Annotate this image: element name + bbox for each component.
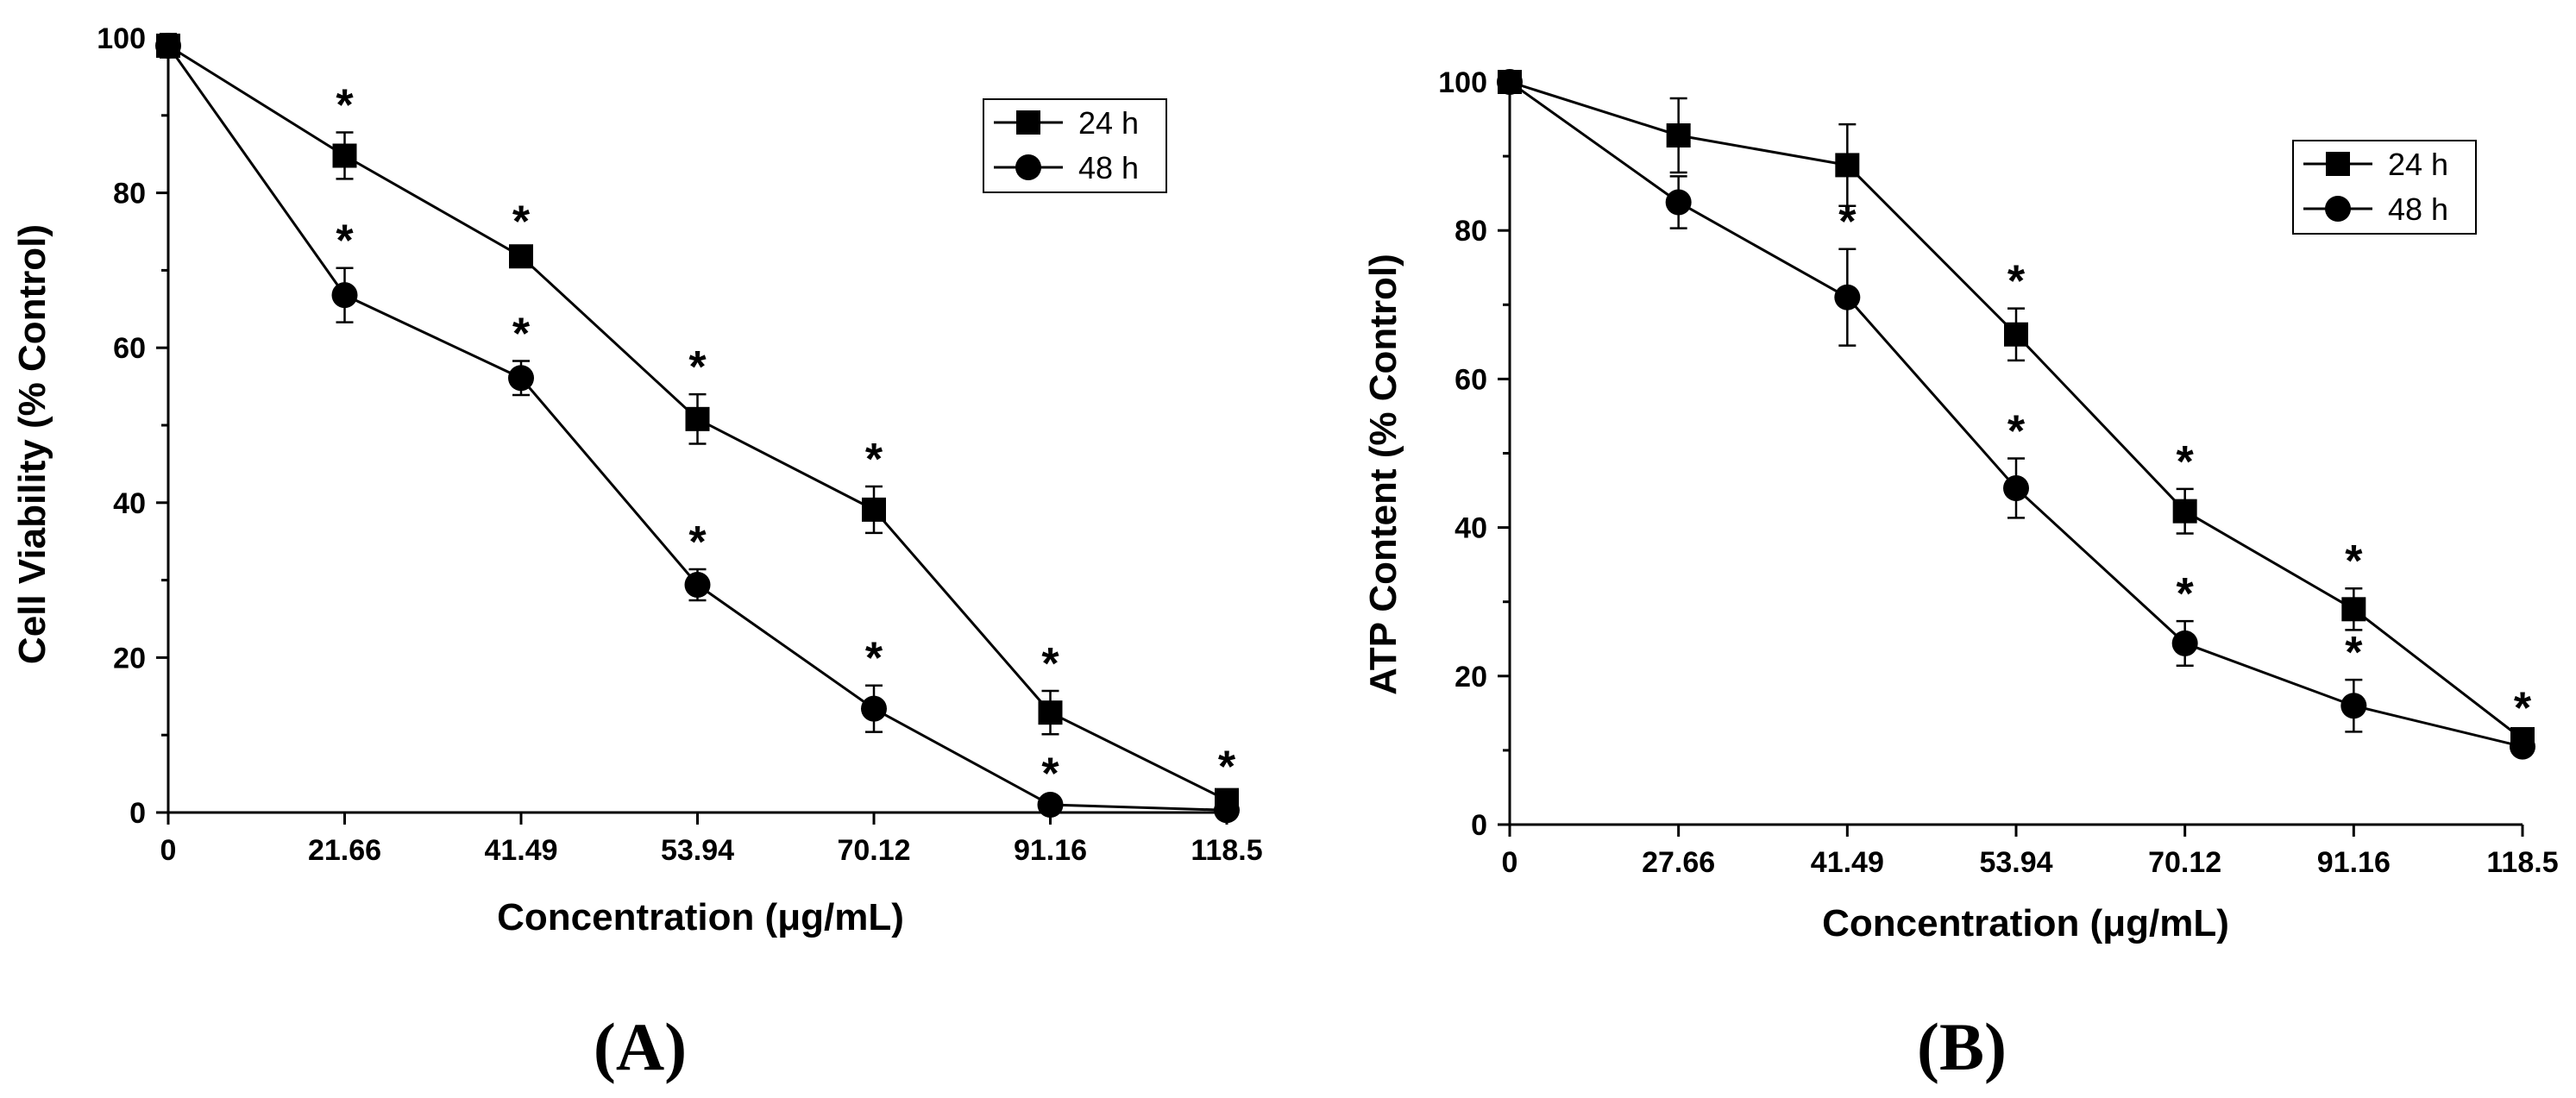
y-tick-label: 40 bbox=[113, 487, 146, 520]
data-point bbox=[1037, 792, 1064, 819]
x-tick-label: 41.49 bbox=[484, 834, 557, 867]
x-tick-label: 91.16 bbox=[2317, 846, 2391, 879]
data-point bbox=[332, 143, 357, 168]
data-point bbox=[684, 571, 711, 598]
legend-marker bbox=[1016, 110, 1040, 135]
legend-marker bbox=[1015, 154, 1041, 180]
significance-star: * bbox=[2345, 536, 2363, 587]
significance-star: * bbox=[2514, 684, 2532, 734]
significance-star: * bbox=[1041, 750, 1059, 800]
y-axis-title: Cell Viability (% Control) bbox=[11, 224, 53, 664]
data-point bbox=[1497, 69, 1523, 95]
x-tick-label: 0 bbox=[1502, 846, 1518, 879]
significance-star: * bbox=[336, 81, 354, 131]
data-point bbox=[1214, 797, 1240, 824]
series-48h: * * * * * bbox=[155, 32, 1240, 824]
data-point bbox=[1038, 700, 1063, 725]
y-tick-label: 100 bbox=[97, 22, 146, 55]
y-tick-label: 40 bbox=[1454, 512, 1487, 545]
data-point bbox=[508, 365, 534, 392]
significance-star: * bbox=[2177, 437, 2195, 487]
data-point bbox=[1834, 284, 1861, 311]
y-tick-label: 100 bbox=[1438, 66, 1487, 99]
data-point bbox=[2510, 733, 2535, 760]
data-point bbox=[2341, 597, 2366, 622]
y-axis-title: ATP Content (% Control) bbox=[1362, 254, 1404, 695]
significance-star: * bbox=[865, 435, 883, 485]
x-tick-label: 21.66 bbox=[308, 834, 381, 867]
legend: 24 h 48 h bbox=[2292, 140, 2477, 235]
data-point bbox=[2340, 693, 2367, 719]
significance-star: * bbox=[2007, 257, 2026, 307]
x-tick-label: 70.12 bbox=[837, 834, 910, 867]
significance-star: * bbox=[336, 216, 354, 267]
significance-star: * bbox=[512, 309, 531, 359]
significance-star: * bbox=[1041, 639, 1059, 689]
legend-marker bbox=[2325, 196, 2351, 222]
data-point bbox=[1835, 153, 1860, 178]
data-point bbox=[862, 497, 886, 522]
significance-star: * bbox=[512, 197, 531, 247]
x-tick-label: 0 bbox=[160, 834, 177, 867]
y-tick-label: 60 bbox=[113, 332, 146, 365]
x-tick-label: 91.16 bbox=[1014, 834, 1087, 867]
y-tick-label: 60 bbox=[1454, 363, 1487, 396]
y-tick-label: 20 bbox=[1454, 661, 1487, 693]
chart-panel-a: Cell Viability (% Control) Concentration… bbox=[11, 22, 1263, 1084]
significance-star: * bbox=[2345, 628, 2363, 678]
series-48h: * * * * bbox=[1497, 69, 2535, 760]
significance-star: * bbox=[1838, 198, 1857, 248]
significance-star: * bbox=[2007, 407, 2026, 457]
legend-box bbox=[2292, 140, 2477, 235]
data-point bbox=[685, 406, 710, 431]
data-point bbox=[861, 695, 887, 722]
data-point bbox=[331, 282, 358, 309]
y-tick-label: 20 bbox=[113, 642, 146, 674]
y-tick-label: 80 bbox=[1454, 215, 1487, 248]
data-point bbox=[1666, 122, 1691, 147]
data-point bbox=[2172, 499, 2197, 524]
legend: 24 h 48 h bbox=[983, 98, 1167, 193]
x-axis-title: Concentration (μg/mL) bbox=[1822, 902, 2229, 944]
data-point bbox=[155, 32, 181, 59]
x-tick-label: 27.66 bbox=[1642, 846, 1715, 879]
x-tick-label: 118.5 bbox=[1191, 834, 1262, 867]
legend-label: 24 h bbox=[1078, 105, 1139, 141]
significance-star: * bbox=[688, 518, 707, 568]
x-tick-label: 53.94 bbox=[1979, 846, 2052, 879]
legend-label: 48 h bbox=[2388, 191, 2448, 227]
legend-label: 48 h bbox=[1078, 150, 1139, 185]
x-tick-label: 118.5 bbox=[2486, 846, 2558, 879]
significance-star: * bbox=[865, 634, 883, 684]
legend-marker bbox=[2326, 152, 2350, 176]
data-point bbox=[2171, 630, 2198, 656]
data-point bbox=[1665, 189, 1692, 216]
x-tick-label: 70.12 bbox=[2148, 846, 2221, 879]
data-point bbox=[2003, 474, 2029, 501]
x-axis-title: Concentration (μg/mL) bbox=[497, 896, 904, 938]
legend-label: 24 h bbox=[2388, 147, 2448, 182]
y-tick-label: 0 bbox=[1471, 809, 1487, 842]
significance-star: * bbox=[1218, 742, 1236, 792]
x-tick-label: 41.49 bbox=[1811, 846, 1884, 879]
significance-star: * bbox=[2177, 569, 2195, 619]
chart-panel-b: ATP Content (% Control) Concentration (μ… bbox=[1362, 66, 2559, 1084]
data-point bbox=[509, 244, 533, 269]
legend-box bbox=[983, 98, 1167, 193]
x-tick-label: 53.94 bbox=[661, 834, 734, 867]
significance-star: * bbox=[688, 342, 707, 392]
panel-label: (B) bbox=[1917, 1009, 2007, 1084]
y-tick-label: 0 bbox=[129, 797, 146, 830]
y-tick-label: 80 bbox=[113, 178, 146, 210]
data-point bbox=[2004, 322, 2028, 347]
panel-label: (A) bbox=[594, 1009, 687, 1084]
